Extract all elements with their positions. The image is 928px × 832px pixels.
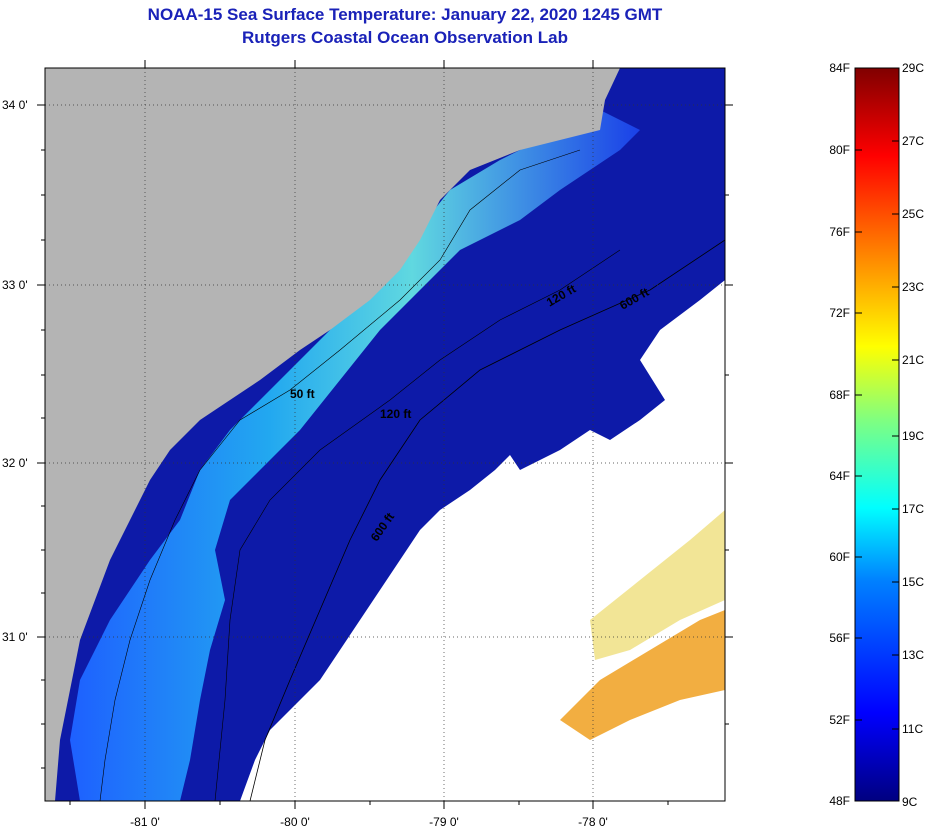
colorbar-c-label: 19C [902, 429, 924, 443]
longitude-label: -81 0' [130, 815, 160, 829]
colorbar-c-label: 13C [902, 648, 924, 662]
gulf-stream-mixed-patch [590, 510, 725, 660]
colorbar-c-label: 23C [902, 280, 924, 294]
map-image: 50 ft 120 ft 600 ft 600 ft 120 ft [45, 68, 725, 801]
axis-ticks [37, 60, 733, 809]
colorbar [854, 67, 900, 802]
colorbar-fahrenheit-labels: 84F 80F 76F 72F 68F 64F 60F 56F 52F 48F [829, 61, 850, 808]
isobath-label: 50 ft [290, 387, 315, 401]
latitude-label: 34 0' [2, 98, 28, 112]
colorbar-c-label: 11C [902, 722, 923, 736]
colorbar-c-label: 25C [902, 207, 924, 221]
gulf-stream-warm-patch [560, 610, 725, 740]
longitude-label: -79 0' [429, 815, 459, 829]
colorbar-f-label: 52F [829, 713, 850, 727]
map-title: NOAA-15 Sea Surface Temperature: January… [147, 5, 663, 24]
colorbar-f-label: 64F [829, 469, 850, 483]
colorbar-f-label: 60F [829, 550, 850, 564]
colorbar-f-label: 72F [829, 306, 850, 320]
colorbar-f-label: 84F [829, 61, 850, 75]
latitude-label: 33 0' [2, 278, 28, 292]
graticule [45, 68, 725, 801]
colorbar-f-label: 56F [829, 631, 850, 645]
latitude-label: 32 0' [2, 456, 28, 470]
colorbar-c-label: 27C [902, 134, 924, 148]
isobath-50ft [99, 149, 581, 801]
colorbar-ticks [855, 140, 899, 730]
isobath-120ft [214, 249, 621, 801]
longitude-label: -80 0' [280, 815, 310, 829]
shelf-water [70, 110, 640, 801]
colorbar-f-label: 80F [829, 143, 850, 157]
colorbar-c-label: 17C [902, 502, 924, 516]
colorbar-celsius-labels: 29C 27C 25C 23C 21C 19C 17C 15C 13C 11C … [902, 61, 924, 809]
isobath-600ft [249, 239, 725, 801]
colorbar-c-label: 29C [902, 61, 924, 75]
longitude-label: -78 0' [578, 815, 608, 829]
colorbar-c-label: 15C [902, 575, 924, 589]
colorbar-f-label: 48F [829, 794, 850, 808]
colorbar-c-label: 21C [902, 353, 924, 367]
isobath-label: 120 ft [380, 407, 411, 421]
colorbar-c-label: 9C [902, 795, 918, 809]
colorbar-f-label: 68F [829, 388, 850, 402]
latitude-label: 31 0' [2, 630, 28, 644]
map-frame [44, 67, 726, 802]
colorbar-f-label: 76F [829, 225, 850, 239]
land [45, 68, 620, 801]
map-subtitle: Rutgers Coastal Ocean Observation Lab [242, 28, 568, 47]
